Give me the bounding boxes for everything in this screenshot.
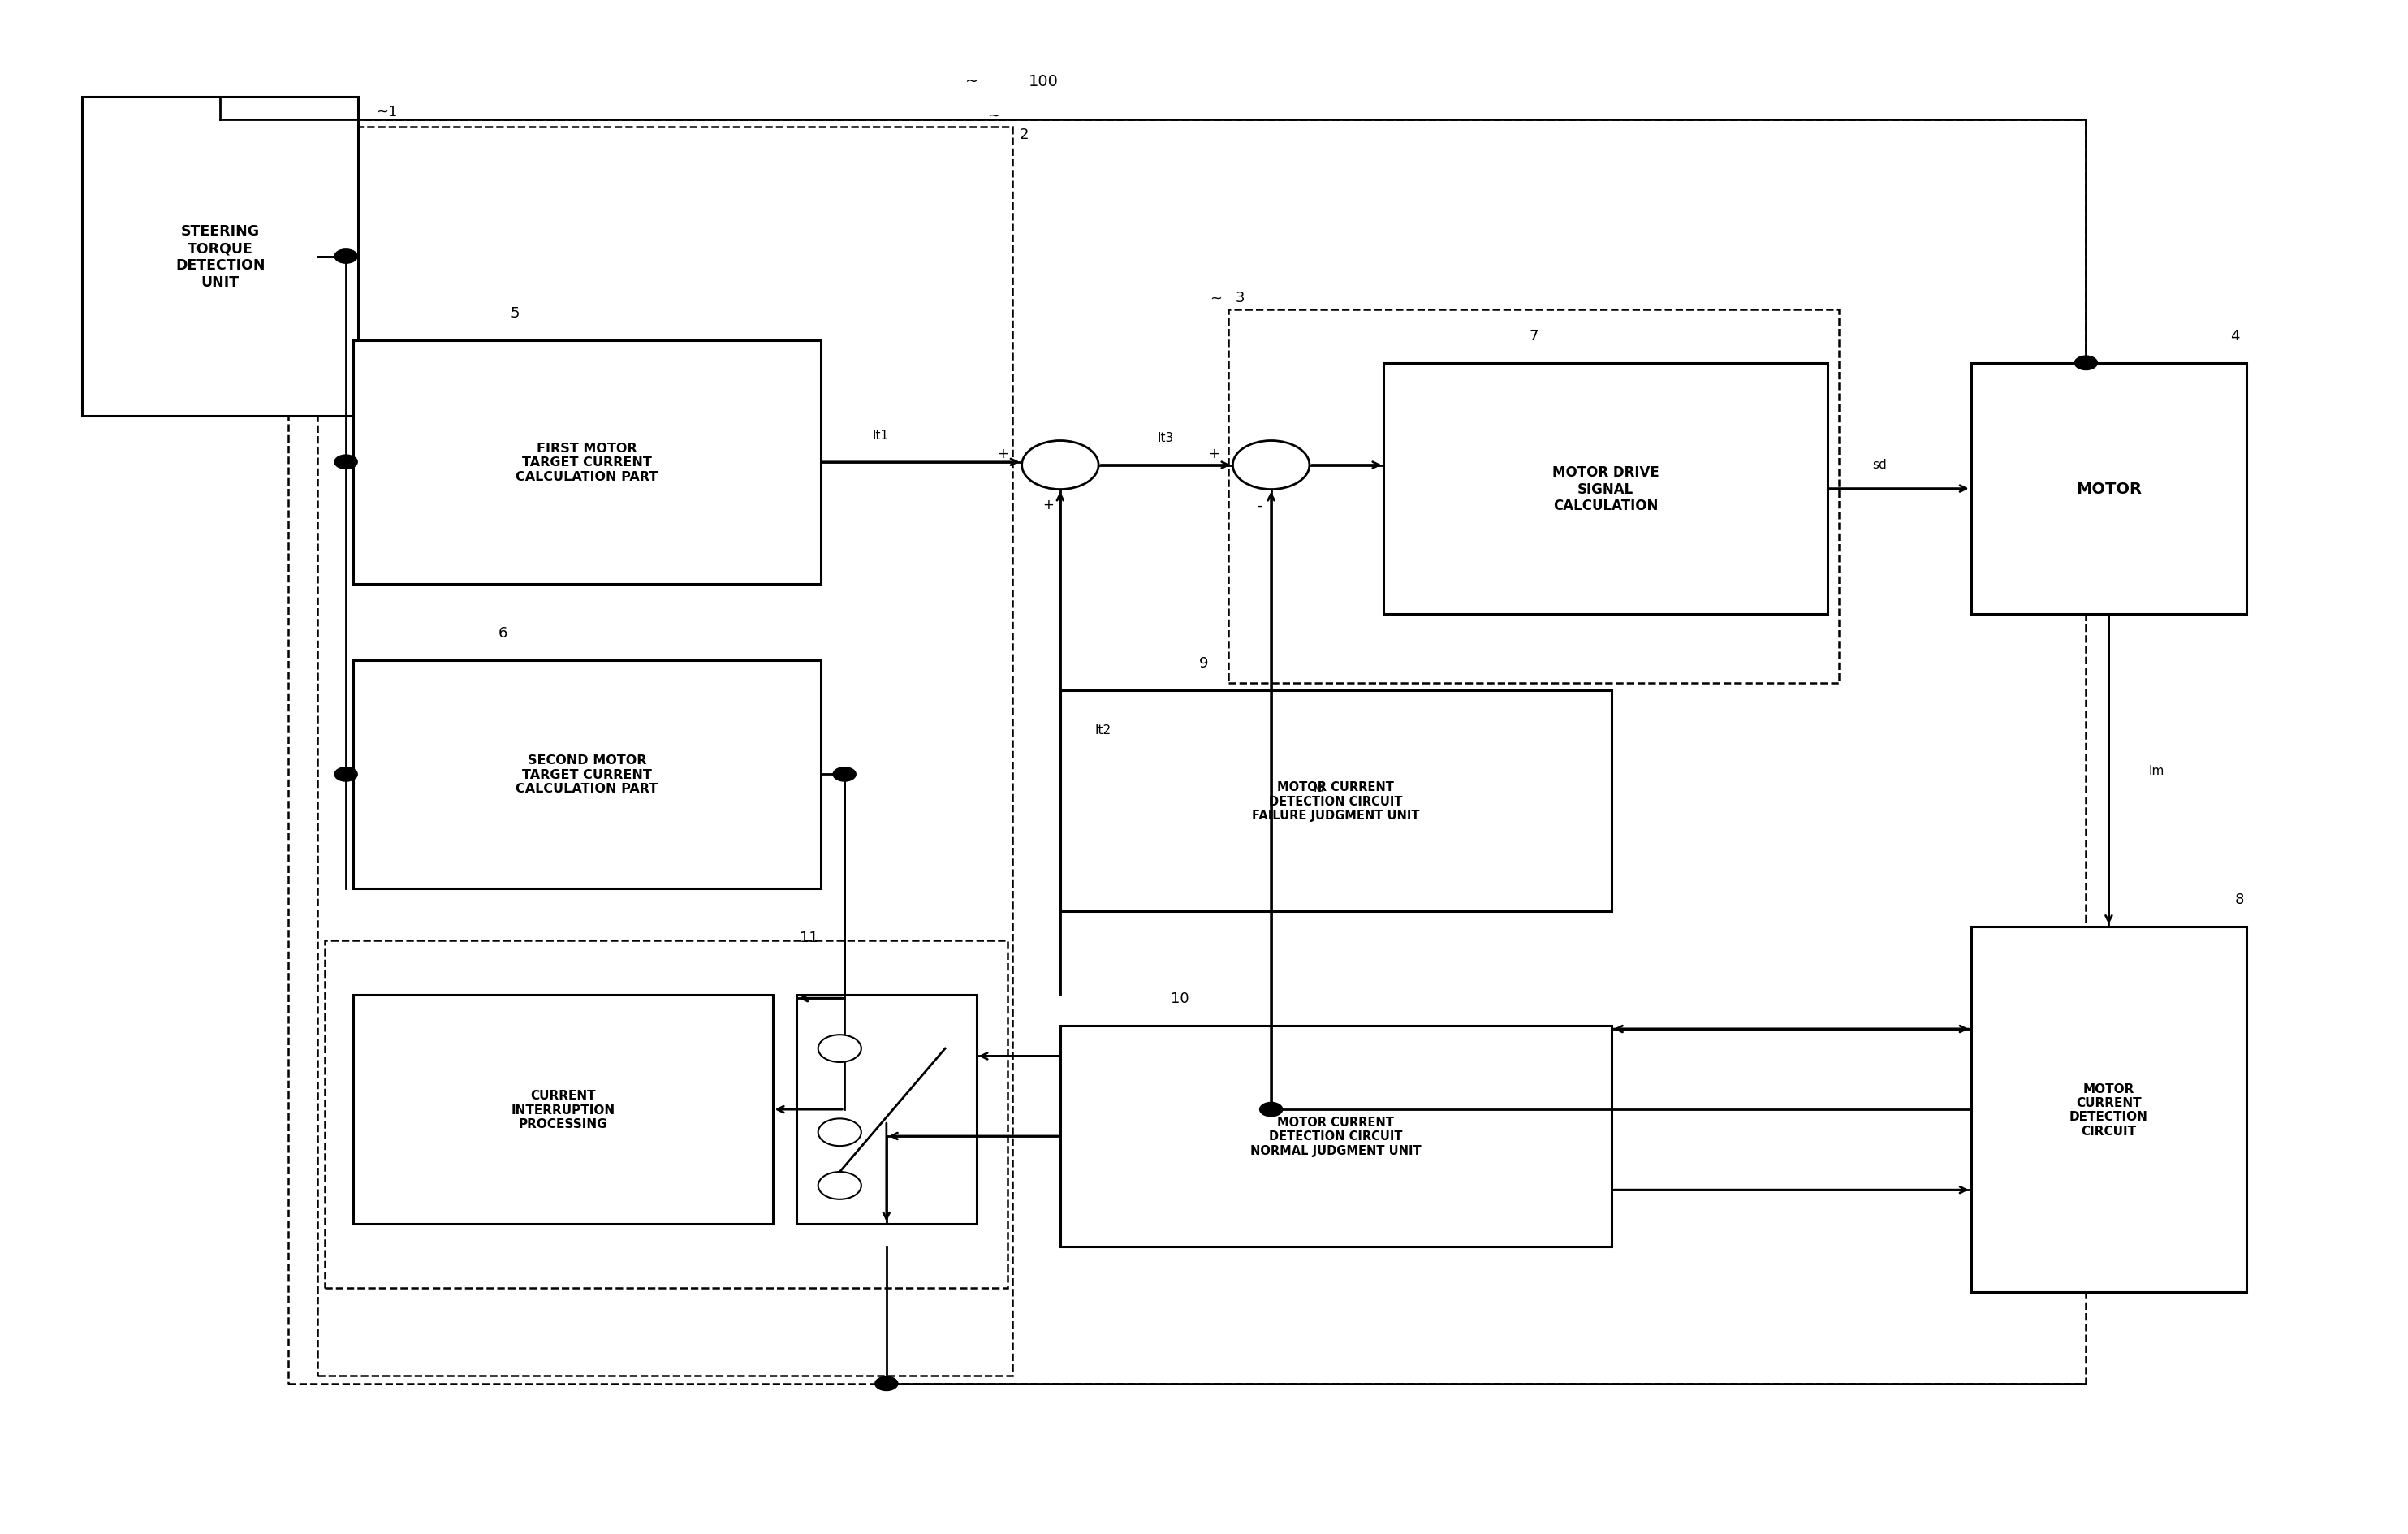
Text: ~: ~	[966, 74, 978, 89]
Text: SECOND MOTOR
TARGET CURRENT
CALCULATION PART: SECOND MOTOR TARGET CURRENT CALCULATION …	[515, 755, 657, 795]
Bar	[289, 120, 2085, 1384]
Text: FIRST MOTOR
TARGET CURRENT
CALCULATION PART: FIRST MOTOR TARGET CURRENT CALCULATION P…	[515, 442, 657, 483]
Bar	[354, 341, 821, 584]
Circle shape	[819, 1035, 862, 1063]
Circle shape	[833, 767, 857, 782]
Text: CURRENT
INTERRUPTION
PROCESSING: CURRENT INTERRUPTION PROCESSING	[510, 1089, 614, 1131]
Text: ~: ~	[987, 107, 999, 123]
Text: ~: ~	[1209, 291, 1223, 305]
Bar	[1060, 1026, 1611, 1247]
Bar	[1060, 690, 1611, 911]
Text: +: +	[997, 446, 1009, 460]
Bar	[1972, 927, 2247, 1292]
Circle shape	[1233, 442, 1310, 489]
Text: sd: sd	[1873, 459, 1888, 471]
Text: ~1: ~1	[376, 104, 397, 120]
Circle shape	[335, 249, 359, 264]
Text: MOTOR
CURRENT
DETECTION
CIRCUIT: MOTOR CURRENT DETECTION CIRCUIT	[2068, 1083, 2148, 1137]
Text: It3: It3	[1158, 433, 1173, 445]
Text: 10: 10	[1170, 991, 1190, 1006]
Circle shape	[335, 767, 359, 782]
Text: 6: 6	[498, 626, 508, 640]
Text: 100: 100	[1028, 74, 1060, 89]
Text: 2: 2	[1019, 127, 1028, 143]
Text: MOTOR CURRENT
DETECTION CIRCUIT
NORMAL JUDGMENT UNIT: MOTOR CURRENT DETECTION CIRCUIT NORMAL J…	[1250, 1117, 1421, 1157]
Bar	[325, 940, 1007, 1287]
Text: It2: It2	[1096, 724, 1112, 736]
Circle shape	[2073, 356, 2097, 371]
Bar	[354, 661, 821, 888]
Text: STEERING
TORQUE
DETECTION
UNIT: STEERING TORQUE DETECTION UNIT	[176, 224, 265, 290]
Text: 5: 5	[510, 305, 520, 321]
Text: 3: 3	[1235, 291, 1245, 305]
Circle shape	[819, 1172, 862, 1200]
Text: 4: 4	[2230, 328, 2239, 344]
Bar	[797, 996, 975, 1224]
Circle shape	[1021, 442, 1098, 489]
Circle shape	[335, 456, 359, 469]
Text: Im: Im	[2148, 765, 2165, 776]
Text: 11: 11	[799, 930, 819, 945]
Bar	[318, 127, 1011, 1376]
Text: MOTOR CURRENT
DETECTION CIRCUIT
FAILURE JUDGMENT UNIT: MOTOR CURRENT DETECTION CIRCUIT FAILURE …	[1252, 781, 1421, 822]
Text: 9: 9	[1199, 657, 1209, 670]
Text: Id: Id	[1312, 781, 1324, 793]
Bar	[1228, 310, 1840, 683]
Text: 8: 8	[2235, 893, 2244, 907]
Circle shape	[1259, 1101, 1283, 1117]
Bar	[354, 996, 773, 1224]
Circle shape	[874, 1376, 898, 1391]
Text: +: +	[1209, 446, 1218, 460]
Circle shape	[819, 1118, 862, 1146]
Bar	[1972, 364, 2247, 615]
Text: 7: 7	[1529, 328, 1539, 344]
Bar	[82, 97, 359, 417]
Text: MOTOR: MOTOR	[2076, 482, 2141, 497]
Text: +: +	[1043, 499, 1055, 512]
Text: It1: It1	[872, 430, 889, 442]
Bar	[1385, 364, 1828, 615]
Text: -: -	[1257, 499, 1262, 512]
Text: MOTOR DRIVE
SIGNAL
CALCULATION: MOTOR DRIVE SIGNAL CALCULATION	[1553, 465, 1659, 514]
